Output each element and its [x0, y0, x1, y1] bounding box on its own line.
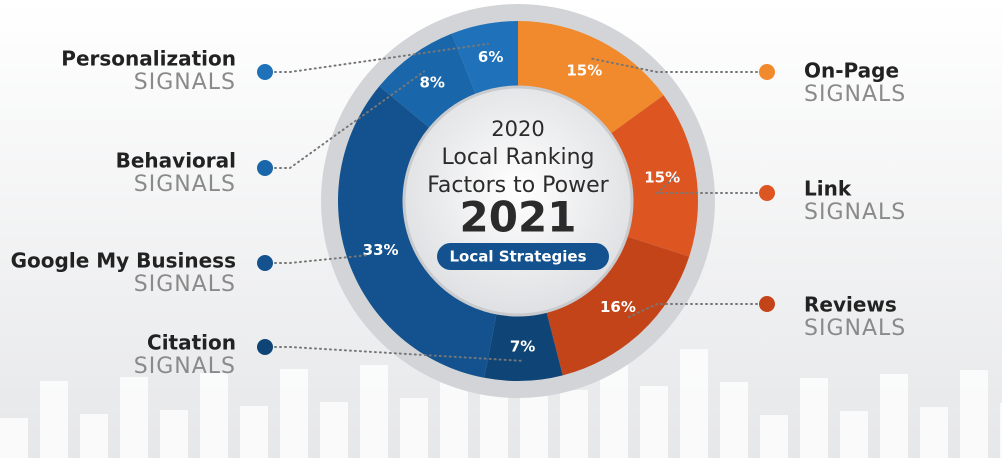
badge — [437, 243, 609, 270]
category-suffix: SIGNALS — [134, 70, 236, 95]
category-dot — [257, 160, 273, 176]
background-bar — [480, 394, 508, 458]
category-dot — [257, 64, 273, 80]
background-bar — [200, 373, 228, 458]
leader-line — [654, 174, 768, 194]
background-bar — [880, 374, 908, 458]
background-bar — [240, 406, 268, 458]
category-dot — [759, 296, 775, 312]
background-bar — [120, 377, 148, 458]
category-name: Personalization — [61, 47, 236, 71]
leader-line — [589, 57, 768, 73]
value-label: 8% — [419, 73, 444, 91]
donut-segment — [379, 33, 477, 130]
category-suffix: SIGNALS — [134, 354, 236, 379]
category-dot — [759, 185, 775, 201]
donut-segment — [337, 86, 498, 378]
center-text: 2021 — [460, 193, 577, 242]
category-suffix: SIGNALS — [804, 82, 906, 107]
leader-line — [626, 303, 768, 319]
background-bar — [560, 390, 588, 458]
background-bars — [0, 349, 1002, 458]
leader-line — [264, 254, 369, 264]
category-suffix: SIGNALS — [804, 316, 906, 341]
value-label: 6% — [478, 48, 503, 66]
leader-line — [264, 42, 490, 73]
category-name: Behavioral — [116, 149, 236, 173]
category-name: Link — [804, 177, 852, 201]
value-label: 7% — [510, 337, 535, 355]
donut-segment — [451, 21, 518, 97]
category-name: Google My Business — [11, 249, 236, 273]
leader-line — [264, 70, 425, 169]
category-name: Reviews — [804, 293, 897, 317]
background-bar — [960, 370, 988, 458]
category-suffix: SIGNALS — [134, 272, 236, 297]
background-bar — [280, 369, 308, 458]
donut-segment — [518, 21, 664, 136]
background-bar — [1000, 403, 1002, 458]
background-bar — [40, 381, 68, 458]
category-suffix: SIGNALS — [804, 200, 906, 225]
donut-segment — [484, 309, 563, 382]
background-bar — [320, 402, 348, 458]
background-bar — [800, 378, 828, 458]
category-name: On-Page — [804, 59, 899, 83]
center-text: 2020 — [491, 117, 544, 141]
category-dot — [257, 255, 273, 271]
background-bar — [160, 410, 188, 458]
center-text: Factors to Power — [427, 173, 609, 198]
value-label: 15% — [566, 61, 602, 79]
value-label: 16% — [600, 298, 636, 316]
donut-segment — [545, 235, 690, 376]
category-name: Citation — [147, 331, 236, 355]
background-bar — [720, 382, 748, 458]
badge-text: Local Strategies — [449, 248, 586, 266]
center-text: Local Ranking — [441, 145, 594, 170]
background-bar — [760, 415, 788, 458]
value-label: 33% — [363, 241, 399, 259]
background-bar — [920, 407, 948, 458]
category-suffix: SIGNALS — [134, 172, 236, 197]
category-dot — [759, 64, 775, 80]
leader-line — [264, 346, 525, 362]
value-label: 15% — [644, 169, 680, 187]
category-dot — [257, 339, 273, 355]
background-bar — [400, 398, 428, 458]
background-bar — [360, 365, 388, 458]
background-bar — [80, 414, 108, 458]
background-bar — [640, 386, 668, 458]
background-bar — [0, 418, 28, 458]
background-bar — [840, 411, 868, 458]
background-bar — [680, 349, 708, 458]
